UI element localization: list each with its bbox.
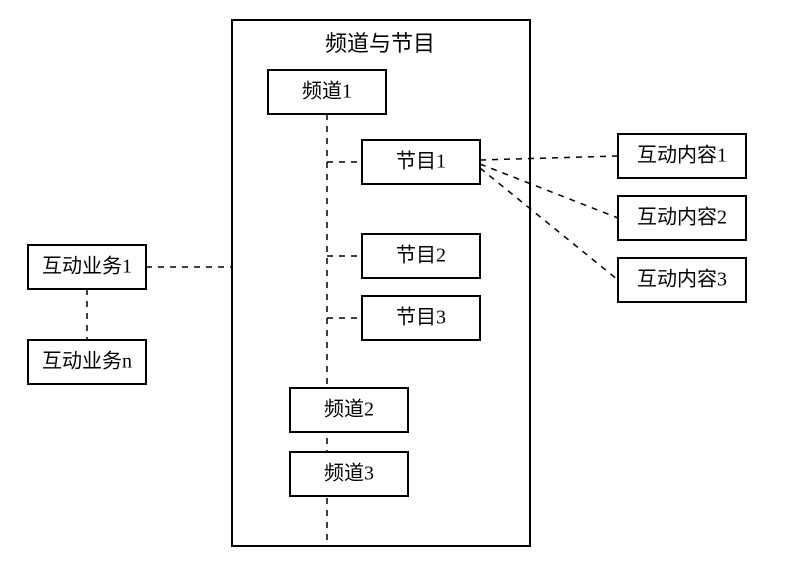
connector-program1-to-content1 — [480, 156, 618, 160]
label-service_n: 互动业务n — [42, 350, 132, 373]
connector-program1-to-content2 — [480, 164, 618, 218]
label-program3: 节目3 — [396, 306, 446, 329]
label-channel2: 频道2 — [324, 398, 374, 421]
label-program2: 节目2 — [396, 244, 446, 267]
connector-program1-to-content3 — [480, 168, 618, 280]
label-service1: 互动业务1 — [42, 255, 132, 278]
label-content2: 互动内容2 — [637, 206, 727, 229]
label-program1: 节目1 — [396, 150, 446, 173]
label-content3: 互动内容3 — [637, 268, 727, 291]
label-content1: 互动内容1 — [637, 144, 727, 167]
main-panel-title: 频道与节目 — [325, 31, 435, 56]
label-channel1: 频道1 — [302, 80, 352, 103]
label-channel3: 频道3 — [324, 462, 374, 485]
